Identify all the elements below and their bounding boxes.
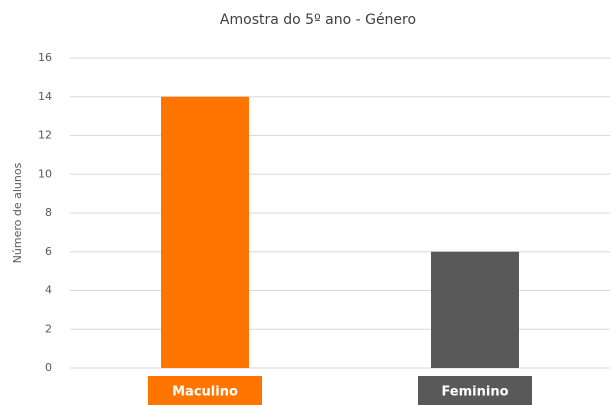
y-tick-label: 0 <box>45 361 52 374</box>
x-tick-label: Feminino <box>441 385 508 400</box>
category-label-box <box>148 376 262 405</box>
y-tick-label: 4 <box>45 284 52 297</box>
y-tick-label: 6 <box>45 245 52 258</box>
y-tick-label: 14 <box>38 90 52 103</box>
bar <box>431 251 519 368</box>
y-axis-label: Número de alunos <box>11 162 24 263</box>
y-tick-label: 2 <box>45 322 52 335</box>
y-tick-label: 8 <box>45 206 52 219</box>
chart-title: Amostra do 5º ano - Género <box>220 12 416 28</box>
y-tick-label: 12 <box>38 129 52 142</box>
y-tick-label: 10 <box>38 167 52 180</box>
bar <box>161 96 249 368</box>
category-label-box <box>418 376 532 405</box>
x-tick-label: Maculino <box>172 385 238 400</box>
y-tick-label: 16 <box>38 51 52 64</box>
